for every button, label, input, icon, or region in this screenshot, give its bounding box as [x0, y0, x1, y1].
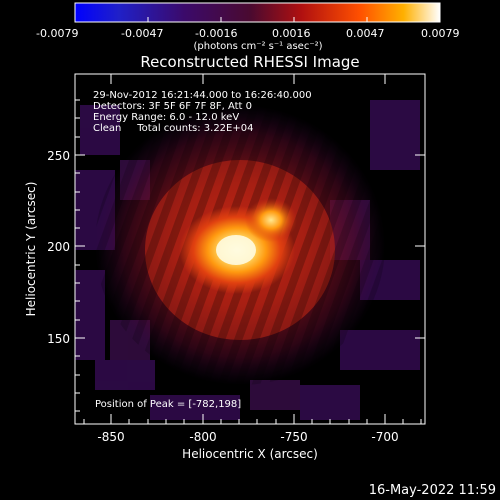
xray-image [75, 74, 425, 424]
colorbar-gradient [74, 2, 441, 23]
y-axis-label: Heliocentric Y (arcsec) [24, 182, 38, 317]
x-axis-ticks [83, 74, 422, 424]
colorbar-tick-label: 0.0016 [272, 27, 311, 40]
colorbar-tick-label: 0.0047 [346, 27, 385, 40]
info-time-range: 29-Nov-2012 16:21:44.000 to 16:26:40.000 [93, 90, 312, 101]
x-tick-label: -800 [189, 430, 216, 444]
timestamp: 16-May-2022 11:59 [369, 483, 496, 498]
colorbar-tick-label: 0.0079 [421, 27, 460, 40]
x-tick-label: -850 [97, 430, 124, 444]
x-axis-label: Heliocentric X (arcsec) [182, 447, 318, 461]
image-title: Reconstructed RHESSI Image [140, 53, 359, 71]
x-tick-label: -700 [371, 430, 398, 444]
colorbar: -0.0079 -0.0047 -0.0016 0.0016 0.0047 0.… [36, 2, 460, 52]
y-tick-label: 200 [47, 240, 70, 254]
info-clean-counts: Clean Total counts: 3.22E+04 [93, 123, 253, 134]
secondary-source [245, 198, 297, 242]
x-tick-label: -750 [280, 430, 307, 444]
y-tick-label: 250 [47, 149, 70, 163]
colorbar-tick-label: -0.0047 [121, 27, 163, 40]
plot-frame [74, 73, 426, 425]
info-detectors: Detectors: 3F 5F 6F 7F 8F, Att 0 [93, 101, 252, 112]
y-axis-ticks [75, 99, 425, 412]
colorbar-tick-label: -0.0016 [195, 27, 237, 40]
observation-info: 29-Nov-2012 16:21:44.000 to 16:26:40.000… [93, 90, 312, 134]
y-tick-label: 150 [47, 332, 70, 346]
info-energy-range: Energy Range: 6.0 - 12.0 keV [93, 112, 239, 123]
colorbar-unit-label: (photons cm⁻² s⁻¹ asec⁻²) [193, 41, 322, 52]
peak-position-label: Position of Peak = [-782,198] [95, 399, 241, 410]
colorbar-tick-label: -0.0079 [36, 27, 78, 40]
